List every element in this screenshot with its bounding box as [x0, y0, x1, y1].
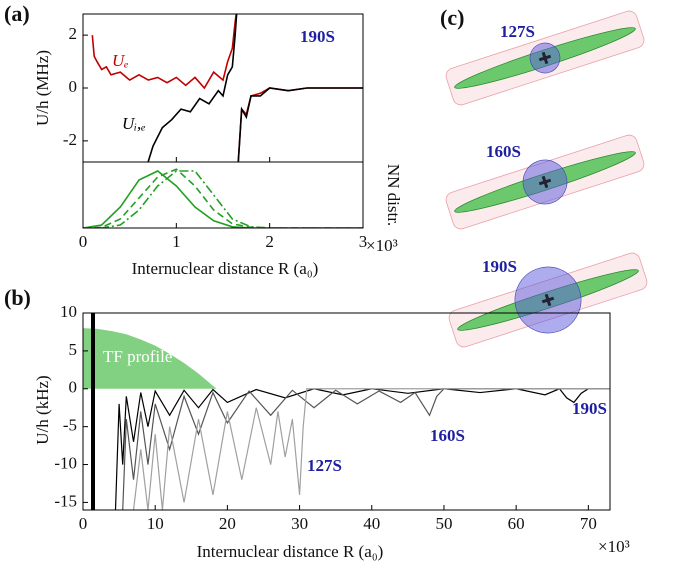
y-tick-label: 5 [69, 340, 78, 359]
plot-area [83, 313, 610, 510]
series-line [83, 168, 363, 228]
series-line [114, 388, 610, 510]
state-annotation: 190S [300, 27, 335, 46]
y-axis-label: U/h (kHz) [33, 375, 52, 444]
x-tick-label: 2 [265, 232, 274, 251]
series-label: Uₑ [112, 51, 129, 70]
axes-frame [82, 312, 611, 511]
y-tick-label: 0 [69, 77, 78, 96]
series-label: 127S [307, 456, 342, 475]
series-line [83, 170, 363, 228]
trap-illustration [448, 252, 648, 348]
x-tick-label: 30 [291, 514, 308, 533]
x-tick-label: 50 [435, 514, 452, 533]
y-axis-label: NN distr. [384, 164, 403, 226]
x-tick-label: 20 [219, 514, 236, 533]
x-tick-label: 60 [508, 514, 525, 533]
x-tick-label: 10 [147, 514, 164, 533]
x-tick-label: 1 [172, 232, 181, 251]
panel-label: (b) [4, 285, 31, 310]
series-label: 190S [572, 399, 607, 418]
series-line [83, 170, 363, 228]
x-tick-label: 40 [363, 514, 380, 533]
y-tick-label: -10 [54, 453, 77, 472]
area-label: TF profile [103, 347, 172, 366]
x-multiplier: ×10³ [366, 236, 398, 255]
state-label: 160S [486, 142, 521, 161]
axes-frame [82, 161, 364, 229]
y-tick-label: 2 [69, 24, 78, 43]
y-tick-label: -5 [63, 416, 77, 435]
plot-area [91, 14, 363, 162]
trap-illustration [445, 134, 645, 230]
panel-label: (c) [440, 5, 464, 30]
panel-label: (a) [4, 1, 30, 26]
x-tick-label: 0 [79, 514, 88, 533]
series-line [132, 388, 610, 510]
y-tick-label: -15 [54, 491, 77, 510]
state-label: 190S [482, 257, 517, 276]
x-axis-label: Internuclear distance R (a₀) [132, 259, 319, 278]
x-multiplier: ×10³ [598, 537, 630, 556]
y-tick-label: 0 [69, 378, 78, 397]
x-tick-label: 70 [580, 514, 597, 533]
x-axis-label: Internuclear distance R (a₀) [197, 542, 384, 561]
state-label: 127S [500, 22, 535, 41]
series-line [147, 14, 363, 162]
series-label: 160S [430, 426, 465, 445]
y-tick-label: -2 [63, 130, 77, 149]
plot-area [83, 168, 363, 228]
x-tick-label: 0 [79, 232, 88, 251]
area [83, 328, 217, 389]
trap-illustration [445, 10, 645, 106]
series-line [122, 388, 610, 510]
x-tick-label: 3 [359, 232, 368, 251]
series-label: Uᵢ,ₑ [122, 114, 146, 133]
y-tick-label: 10 [60, 302, 77, 321]
y-axis-label: U/h (MHz) [33, 50, 52, 126]
